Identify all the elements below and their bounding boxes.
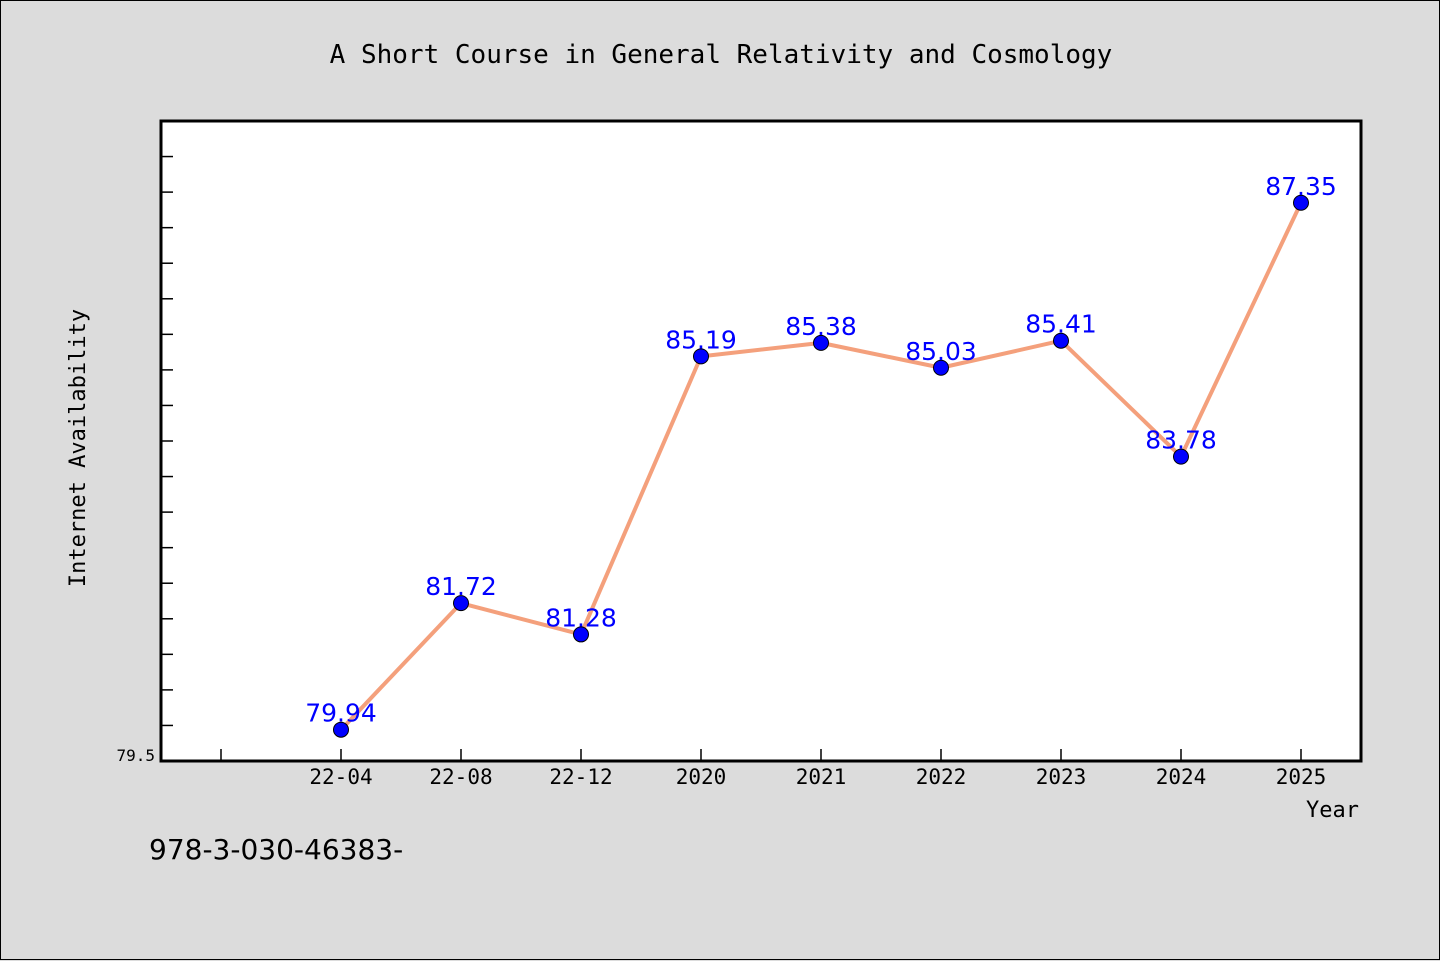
data-point	[1293, 194, 1309, 211]
x-tick-label: 22-12	[549, 765, 612, 789]
plot-area	[161, 121, 1361, 761]
x-tick-label: 2022	[916, 765, 967, 789]
footer-code: 978-3-030-46383-	[149, 833, 404, 866]
data-label: 85.41	[1025, 310, 1097, 339]
plot-frame	[159, 119, 1363, 763]
data-label: 83.78	[1145, 426, 1217, 455]
y-axis-label: Internet Availability	[66, 309, 91, 587]
data-point	[693, 348, 709, 365]
x-tick-label: 2020	[676, 765, 727, 789]
x-tick-label: 22-04	[309, 765, 372, 789]
data-point	[1173, 448, 1189, 465]
x-tick-label: 2025	[1276, 765, 1327, 789]
data-point	[333, 721, 349, 738]
x-axis-ticks: 22-04 22-08 22-12 2020 2021 2022 2023 2024 2025	[220, 749, 1327, 789]
x-tick-label: 2021	[796, 765, 847, 789]
data-labels: 79.94 81.72 81.28 85.19 85.38 85.03 85.41 83.78…	[305, 172, 1337, 728]
data-label: 79.94	[305, 699, 377, 728]
data-label: 81.28	[545, 603, 617, 632]
data-label: 81.72	[425, 572, 497, 601]
data-point	[1053, 332, 1069, 349]
data-label: 85.19	[665, 325, 737, 354]
data-point	[573, 626, 589, 643]
data-point	[453, 595, 469, 612]
x-tick-label: 2024	[1156, 765, 1207, 789]
x-axis-label: Year	[1306, 798, 1359, 823]
x-tick-label: 22-08	[429, 765, 492, 789]
y-axis-ticks: 79.5	[116, 120, 173, 765]
data-label: 85.03	[905, 337, 977, 366]
y-tick-label: 79.5	[116, 746, 155, 765]
x-tick-label: 2023	[1036, 765, 1087, 789]
chart-title: A Short Course in General Relativity and…	[330, 40, 1113, 70]
data-markers	[333, 194, 1309, 738]
data-point	[813, 334, 829, 351]
data-point	[933, 359, 949, 376]
data-label: 87.35	[1265, 172, 1337, 201]
data-label: 85.38	[785, 312, 857, 341]
